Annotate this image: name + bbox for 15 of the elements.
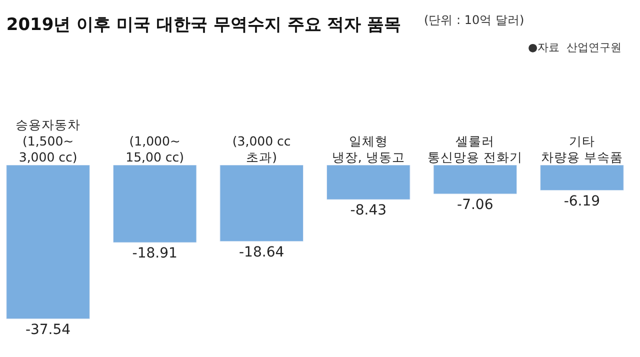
data-label: -37.54 bbox=[25, 322, 71, 338]
data-label: -8.43 bbox=[350, 202, 387, 219]
data-label: -7.06 bbox=[457, 196, 494, 213]
data-label: -6.19 bbox=[564, 193, 600, 210]
chart-subtitle: (단위 : 10억 달러) bbox=[424, 13, 524, 27]
data-label: -18.64 bbox=[239, 244, 284, 260]
x-tick-label: 일체형 냉장, 냉동고 bbox=[332, 133, 405, 164]
x-tick-label: 셀룰러 통신망용 전화기 bbox=[428, 133, 523, 164]
text: ●자료 산업연구원 bbox=[528, 41, 622, 54]
chart-title: 2019년 이후 미국 대한국 무역수지 주요 적자 품목 bbox=[6, 14, 402, 35]
data-label: -18.91 bbox=[132, 246, 178, 262]
x-tick-label: 기타 차량용 부속품 bbox=[540, 133, 623, 164]
x-tick-label: (1,000~ 15,00 cc) bbox=[126, 133, 184, 164]
x-tick-label: 승용자동차 (1,500~ 3,000 cc) bbox=[16, 117, 81, 164]
x-tick-label: (3,000 cc 초과) bbox=[232, 133, 291, 164]
